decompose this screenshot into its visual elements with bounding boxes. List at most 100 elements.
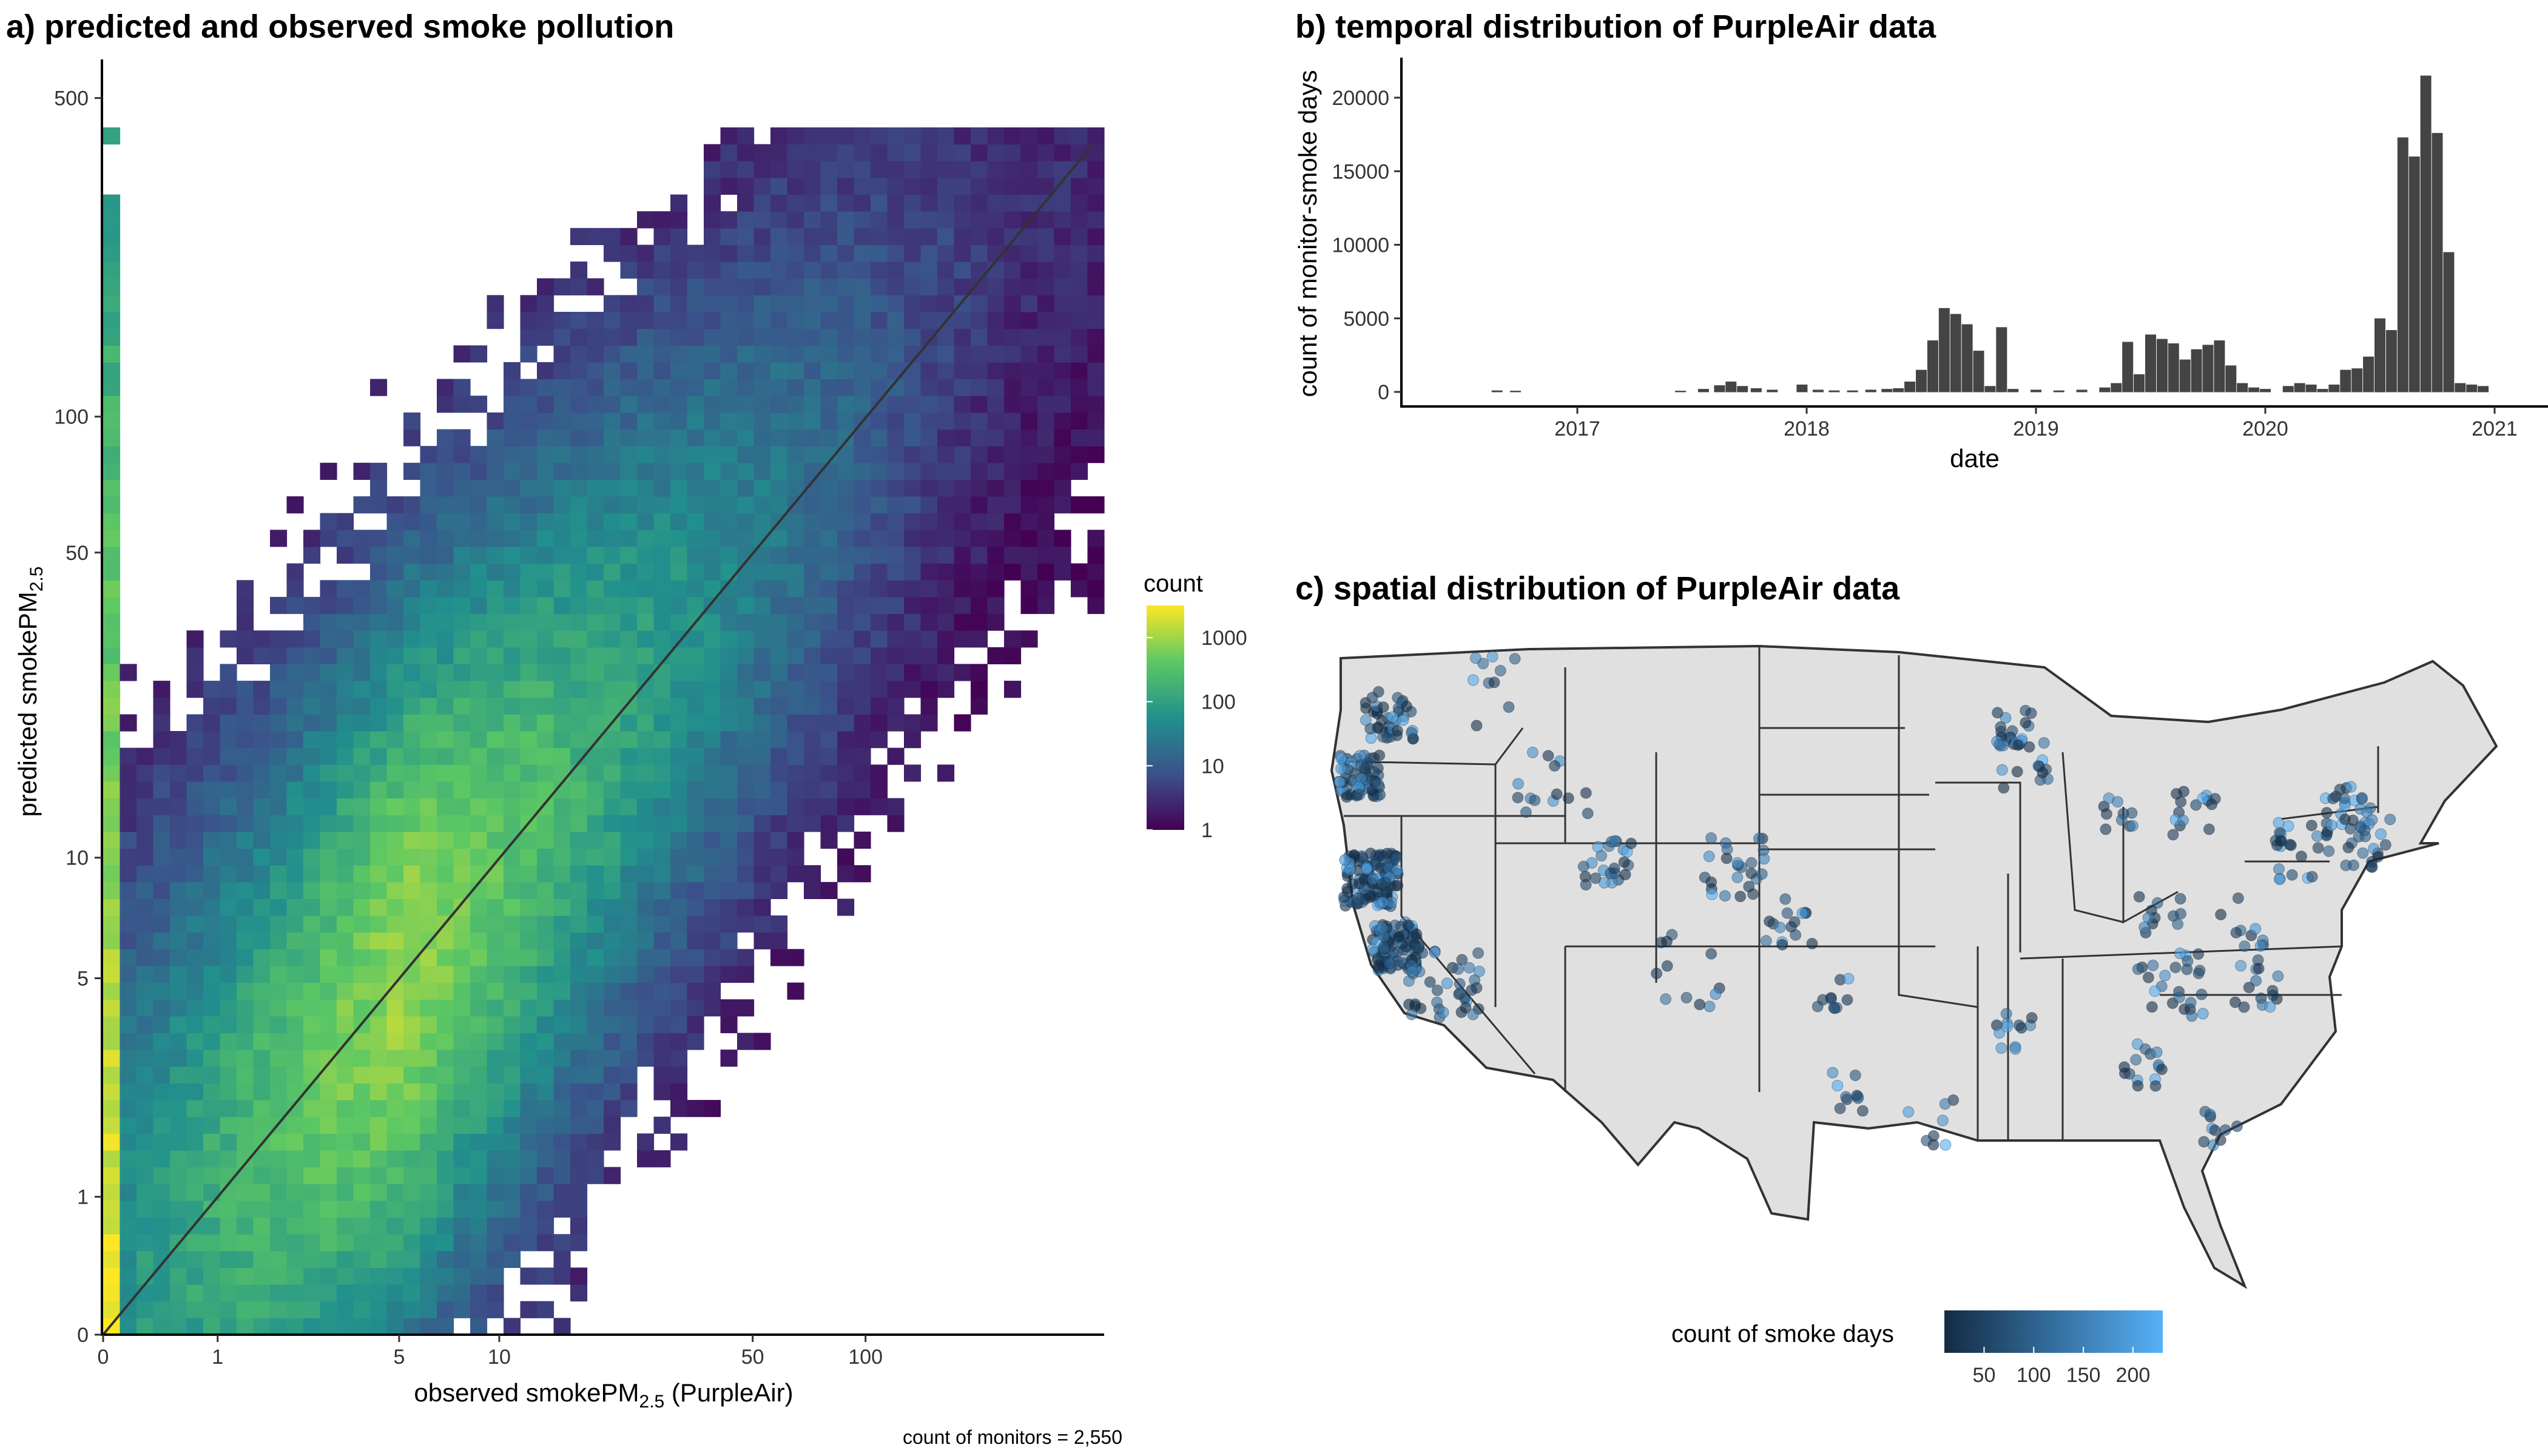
- monitor-point: [2033, 760, 2045, 772]
- heat-cell: [470, 479, 488, 497]
- heat-cell: [637, 932, 655, 949]
- heat-cell: [386, 1150, 404, 1168]
- heat-cell: [403, 731, 421, 749]
- heat-cell: [670, 630, 688, 648]
- monitor-point: [1812, 1000, 1824, 1013]
- heat-cell: [470, 1217, 488, 1235]
- heat-cell: [637, 714, 655, 732]
- monitor-point: [2306, 871, 2318, 883]
- heat-cell: [587, 915, 604, 933]
- heat-cell: [136, 1301, 154, 1318]
- heat-cell: [186, 798, 204, 815]
- heat-cell: [937, 345, 955, 363]
- heat-cell: [470, 396, 488, 413]
- heat-cell: [820, 144, 838, 161]
- heat-cell: [753, 798, 771, 815]
- heat-cell: [253, 898, 271, 916]
- heat-cell: [537, 1267, 554, 1285]
- heat-cell: [770, 530, 788, 547]
- heat-cell: [453, 1150, 471, 1168]
- heat-cell: [653, 898, 671, 916]
- heat-cell: [820, 379, 838, 396]
- heat-cell: [753, 932, 771, 949]
- heat-cell: [470, 1133, 488, 1151]
- heat-cell: [604, 496, 621, 514]
- heat-cell: [604, 1033, 621, 1050]
- heat-cell: [136, 1033, 154, 1050]
- heat-cell: [753, 462, 771, 480]
- heat-cell: [170, 982, 187, 1000]
- heat-cell: [337, 1150, 354, 1168]
- heat-cell: [453, 647, 471, 664]
- heat-cell: [220, 764, 237, 782]
- heat-cell: [303, 1184, 321, 1201]
- heat-cell: [103, 881, 121, 899]
- heat-cell: [320, 462, 337, 480]
- heat-cell: [753, 396, 771, 413]
- heat-cell: [487, 580, 504, 598]
- heat-cell: [103, 815, 121, 832]
- heat-cell: [1004, 328, 1022, 346]
- heat-cell: [103, 194, 121, 212]
- panel-b-x-ticks: 2017 2018 2019 2020 2021: [1554, 406, 2518, 440]
- heat-cell: [320, 630, 337, 648]
- heat-cell: [704, 731, 721, 749]
- monitor-point: [2185, 997, 2197, 1009]
- heat-cell: [820, 211, 838, 229]
- heat-cell: [587, 1033, 604, 1050]
- heat-cell: [353, 496, 371, 514]
- heat-cell: [954, 244, 971, 262]
- heat-cell: [487, 563, 504, 581]
- heat-cell: [637, 278, 655, 295]
- heat-cell: [286, 781, 304, 799]
- monitor-point: [1903, 1106, 1915, 1118]
- heat-cell: [203, 1133, 221, 1151]
- heat-cell: [520, 898, 538, 916]
- heat-cell: [253, 949, 271, 966]
- heat-cell: [437, 479, 454, 497]
- heat-cell: [153, 1217, 170, 1235]
- heat-cell: [637, 328, 655, 346]
- heat-cell: [253, 881, 271, 899]
- heat-cell: [470, 1267, 488, 1285]
- heat-cell: [286, 747, 304, 765]
- heat-cell: [286, 898, 304, 916]
- heat-cell: [437, 1016, 454, 1034]
- heat-cell: [737, 194, 755, 212]
- heat-cell: [170, 831, 187, 849]
- heat-cell: [437, 999, 454, 1017]
- heat-cell: [504, 429, 521, 447]
- monitor-point: [1351, 892, 1363, 905]
- heat-cell: [253, 1217, 271, 1235]
- heat-cell: [770, 831, 788, 849]
- heat-cell: [403, 1116, 421, 1134]
- heat-cell: [871, 429, 888, 447]
- heat-cell: [570, 1050, 588, 1067]
- heat-cell: [337, 898, 354, 916]
- heat-cell: [820, 295, 838, 312]
- heat-cell: [353, 731, 371, 749]
- heat-cell: [103, 211, 121, 229]
- heat-cell: [937, 362, 955, 380]
- heat-cell: [237, 949, 254, 966]
- heat-cell: [303, 865, 321, 883]
- heat-cell: [320, 831, 337, 849]
- heat-cell: [1004, 412, 1022, 430]
- bar: [1509, 391, 1521, 393]
- heat-cell: [504, 714, 521, 732]
- heat-cell: [103, 228, 121, 245]
- bar: [2420, 75, 2432, 393]
- heat-cell: [620, 747, 638, 765]
- heat-cell: [804, 865, 821, 883]
- heat-cell: [753, 915, 771, 933]
- heat-cell: [237, 731, 254, 749]
- heat-cell: [753, 429, 771, 447]
- monitor-point: [2175, 796, 2187, 808]
- heat-cell: [186, 999, 204, 1017]
- y-tick-label: 5000: [1343, 308, 1389, 331]
- heat-cell: [1020, 261, 1038, 279]
- heat-cell: [286, 580, 304, 598]
- heat-cell: [653, 496, 671, 514]
